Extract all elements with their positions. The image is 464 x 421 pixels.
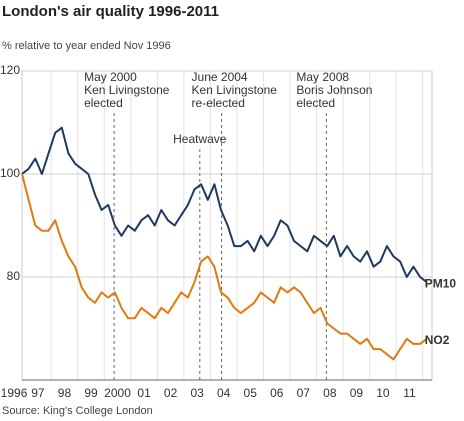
x-tick-label: 04	[217, 386, 231, 400]
x-tick-label: 98	[58, 386, 72, 400]
annotation-text: May 2000	[84, 70, 137, 84]
x-tick-label: 2000	[104, 386, 131, 400]
series-line	[21, 173, 428, 361]
y-tick-label: 100	[0, 166, 20, 180]
x-tick-label: 06	[270, 386, 284, 400]
chart-title: London's air quality 1996-2011	[2, 3, 219, 20]
x-tick-label: 02	[164, 386, 178, 400]
x-tick-label: 07	[297, 386, 311, 400]
source: Source: King's College London	[2, 405, 153, 417]
x-tick-label: 10	[376, 386, 390, 400]
chart-subtitle: % relative to year ended Nov 1996	[2, 40, 171, 52]
x-tick-label: 05	[244, 386, 258, 400]
series-label: PM10	[425, 276, 457, 290]
x-tick-label: 11	[403, 386, 416, 400]
x-tick-label: 99	[84, 386, 98, 400]
annotation-text: Ken Livingstone	[192, 83, 278, 97]
y-tick-label: 80	[7, 269, 21, 283]
annotation-text: re-elected	[192, 96, 245, 110]
x-tick-label: 09	[350, 386, 364, 400]
x-tick-label: 01	[137, 386, 151, 400]
y-tick-label: 120	[0, 63, 20, 77]
x-tick-label: 03	[190, 386, 204, 400]
annotation-text: Ken Livingstone	[84, 83, 170, 97]
annotation-text: Boris Johnson	[296, 83, 372, 97]
x-tick-label: 1996	[1, 386, 28, 400]
x-tick-label: 08	[323, 386, 337, 400]
annotation-text: elected	[84, 96, 123, 110]
annotation-text: June 2004	[192, 70, 248, 84]
series-line	[21, 126, 428, 283]
series-label: NO2	[425, 333, 450, 347]
annotation-text: Heatwave	[173, 132, 227, 146]
annotation-text: May 2008	[296, 70, 349, 84]
x-tick-label: 97	[31, 386, 45, 400]
annotation-text: elected	[296, 96, 335, 110]
